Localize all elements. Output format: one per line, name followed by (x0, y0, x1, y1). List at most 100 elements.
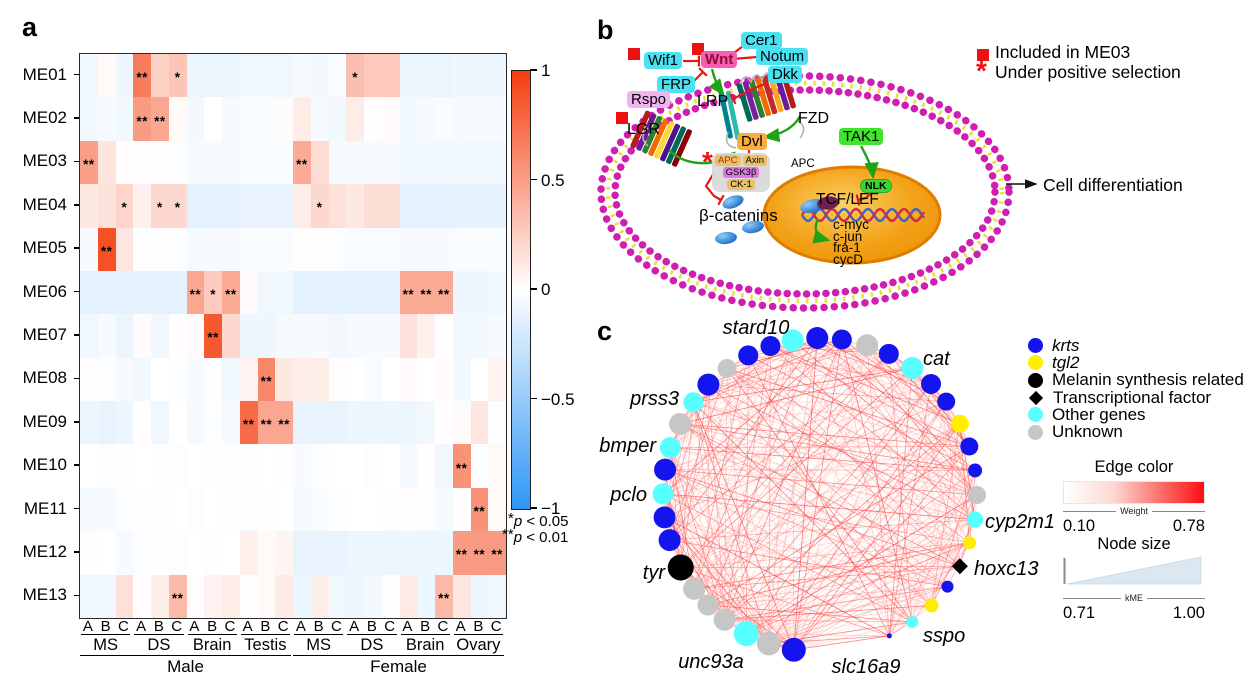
legend-asterisk-icon: * (976, 55, 987, 86)
tcf-lef-proteins (800, 196, 839, 214)
replicate-letter: C (117, 618, 129, 635)
heatmap-cell (80, 401, 98, 445)
replicate-letter: A (189, 618, 200, 635)
label-tcf-lef: TCF/LEF (816, 191, 879, 208)
heatmap-cell (222, 227, 240, 271)
heatmap-cell: ** (151, 97, 169, 141)
network-edge (768, 340, 794, 644)
heatmap-cell (293, 401, 311, 445)
heatmap-cell (310, 227, 329, 271)
network-edge (679, 423, 948, 587)
heatmap-cell (168, 531, 187, 575)
colorbar-tick-label: 0 (541, 280, 551, 299)
label-fzd: FZD (798, 110, 830, 127)
colorbar-tick-label: 0.5 (541, 170, 565, 190)
heatmap-cell (364, 270, 382, 315)
heatmap-cell (399, 401, 418, 445)
network-edge (707, 446, 970, 606)
heatmap-cell (452, 574, 471, 618)
gene-box-cer1: Cer1 (741, 32, 782, 49)
heatmap-cell (168, 487, 187, 532)
replicate-letter: B (153, 618, 164, 635)
heatmap-cell (417, 184, 435, 228)
heatmap-cell (417, 54, 435, 98)
heatmap-cell (239, 531, 258, 575)
heatmap-cell (364, 401, 382, 445)
network-edge (664, 402, 694, 470)
network-edge (693, 367, 913, 403)
network-edge (793, 345, 868, 650)
heatmap-cell (399, 574, 418, 618)
network-edge (680, 519, 976, 568)
network-edge (707, 367, 913, 606)
heatmap-cell (435, 357, 453, 402)
heatmap-cell (435, 401, 453, 445)
network-edge (793, 446, 970, 651)
heatmap-row-label: ME04 (22, 194, 67, 214)
heatmap-cell (239, 357, 258, 402)
heatmap-cell (452, 140, 471, 185)
nucleus (762, 165, 942, 265)
heatmap-row-label: ME10 (22, 455, 67, 475)
gene-box-frp: FRP (657, 76, 695, 93)
heatmap-cell (381, 184, 400, 228)
heatmap-cell (133, 140, 151, 185)
heatmap-cell (470, 184, 489, 228)
network-edge (770, 345, 947, 402)
network-node (960, 437, 979, 456)
heatmap-cell (346, 314, 364, 358)
heatmap-cell (168, 357, 187, 402)
network-node-tyr (667, 554, 694, 581)
heatmap-cell (470, 54, 489, 98)
network-edge (931, 470, 976, 606)
network-edge (746, 586, 948, 635)
heatmap-row-label: ME12 (22, 541, 67, 561)
heatmap-cell (275, 140, 293, 185)
heatmap-cell (381, 357, 400, 402)
heatmap-cell: ** (293, 140, 311, 185)
heatmap-cell (115, 531, 134, 575)
heatmap-row-label: ME03 (22, 151, 67, 171)
heatmap-cell (133, 444, 151, 488)
heatmap-cell (328, 54, 347, 98)
heatmap-cell: * (310, 184, 329, 228)
heatmap-cell (399, 97, 418, 141)
heatmap-cell (399, 487, 418, 532)
heatmap-cell (151, 270, 169, 315)
network-edge (662, 493, 970, 544)
heatmap-cell: ** (275, 401, 293, 445)
network-node (653, 506, 676, 529)
network-edge (768, 586, 948, 644)
heatmap-cell: ** (239, 401, 258, 445)
gene-label-cyp2m1: cyp2m1 (985, 511, 1055, 533)
network-node (831, 329, 852, 350)
heatmap-cell: * (168, 54, 187, 98)
network-edge (694, 565, 960, 590)
heatmap-cell (417, 574, 435, 618)
heatmap-cell (204, 97, 222, 141)
heatmap-cell (204, 487, 222, 532)
network-edge (680, 565, 960, 568)
legend-item-label: krts (1052, 335, 1080, 355)
heatmap-cell (435, 487, 453, 532)
heatmap-cell (470, 444, 489, 488)
network-edge (669, 539, 960, 567)
heatmap-cell (80, 184, 98, 228)
heatmap-cell (346, 184, 364, 228)
heatmap-cell (80, 574, 98, 618)
heatmap-cell (151, 314, 169, 358)
network-edge (662, 383, 932, 495)
heatmap-cell (97, 314, 116, 358)
heatmap-cell (417, 444, 435, 488)
network-edge (792, 340, 978, 496)
network-edge (724, 423, 961, 621)
legend-item-unknown: Unknown (1028, 422, 1244, 441)
node-size-wedge (1063, 556, 1202, 585)
heatmap-cell (222, 97, 240, 141)
network-edge (669, 368, 728, 541)
heatmap-cell (257, 487, 276, 532)
network-edge (745, 401, 947, 634)
network-edge (724, 368, 728, 620)
heatmap-cell: ** (470, 531, 489, 575)
